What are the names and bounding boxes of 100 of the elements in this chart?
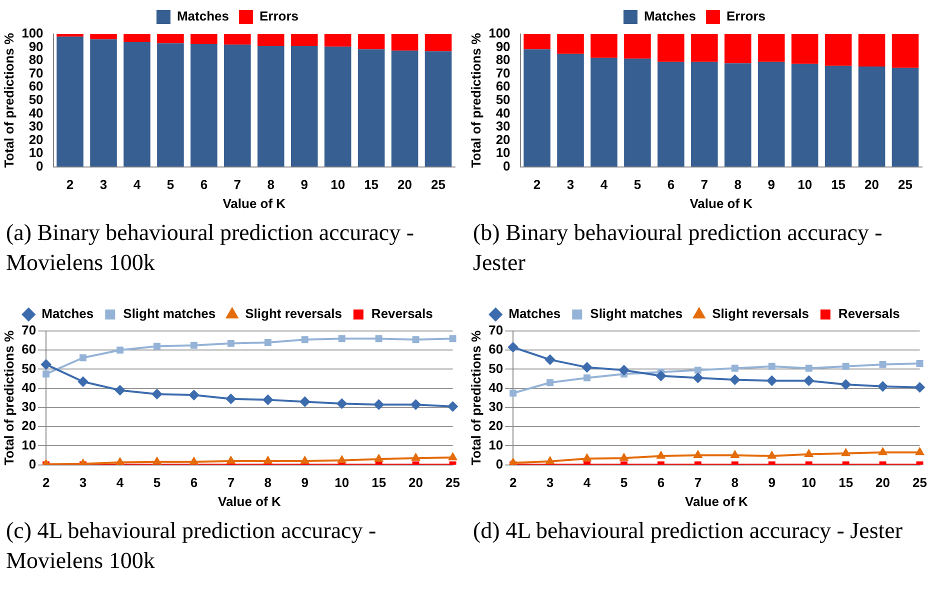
- y-tick-label: 30: [496, 118, 510, 134]
- y-tick-label: 30: [22, 399, 36, 414]
- x-tick-label: 9: [768, 475, 776, 490]
- y-axis-title: Total of predictions %: [1, 330, 16, 466]
- y-tick-label: 60: [488, 342, 504, 357]
- x-tick-label: 6: [667, 177, 675, 192]
- y-tick-label: 10: [22, 437, 36, 452]
- y-tick-label: 0: [36, 158, 44, 174]
- y-tick-label: 70: [22, 322, 36, 338]
- x-tick-label: 9: [301, 475, 308, 490]
- legend-label: Errors: [726, 8, 766, 24]
- x-tick-label: 10: [798, 177, 812, 192]
- x-tick-label: 5: [166, 177, 174, 192]
- y-tick-label: 70: [496, 65, 510, 80]
- y-tick-label: 90: [496, 38, 510, 54]
- y-tick-label: 10: [488, 437, 504, 452]
- y-tick-label: 80: [496, 52, 510, 68]
- text: (c) 4L behavioural prediction accuracy - Movielens 100k: [5, 517, 378, 575]
- x-tick-label: 25: [898, 177, 912, 192]
- legend-label: Matches: [42, 306, 94, 322]
- y-tick-label: 60: [22, 342, 36, 357]
- y-tick-label: 70: [488, 322, 504, 338]
- x-tick-label: 8: [264, 475, 272, 490]
- text: (d) 4L behavioural prediction accuracy - Jester: [472, 517, 904, 545]
- y-tick-label: 50: [496, 92, 510, 107]
- y-tick-label: 30: [28, 118, 44, 134]
- legend-label: Slight matches: [123, 306, 216, 322]
- x-tick-label: 4: [583, 475, 592, 490]
- x-tick-label: 5: [634, 177, 642, 192]
- x-tick-label: 15: [831, 177, 846, 192]
- y-tick-label: 0: [28, 456, 36, 472]
- x-tick-label: 3: [100, 177, 108, 192]
- x-tick-label: 25: [912, 475, 928, 490]
- x-tick-label: 10: [334, 475, 350, 490]
- x-tick-label: 7: [234, 177, 242, 192]
- x-tick-label: 3: [79, 475, 87, 490]
- x-axis-title: Value of K: [218, 494, 282, 509]
- y-tick-label: 10: [28, 145, 44, 160]
- y-tick-label: 50: [488, 360, 504, 376]
- x-tick-label: 3: [546, 475, 554, 490]
- legend-label: Slight matches: [590, 306, 683, 322]
- y-tick-label: 40: [22, 380, 36, 395]
- y-tick-label: 40: [488, 380, 504, 395]
- y-tick-label: 20: [28, 132, 44, 147]
- legend-label: Errors: [260, 8, 299, 24]
- legend-label: Matches: [176, 8, 230, 24]
- x-tick-label: 6: [657, 475, 665, 490]
- y-axis-title: Total of predictions %: [468, 330, 484, 466]
- y-tick-label: 0: [496, 456, 504, 472]
- x-tick-label: 15: [364, 177, 379, 192]
- y-tick-label: 50: [28, 92, 44, 107]
- x-tick-label: 25: [431, 177, 446, 192]
- x-tick-label: 4: [600, 177, 608, 192]
- x-tick-label: 10: [802, 475, 816, 490]
- x-tick-label: 8: [731, 475, 739, 490]
- y-tick-label: 0: [503, 158, 510, 174]
- x-tick-label: 8: [734, 177, 742, 192]
- y-tick-label: 40: [28, 105, 44, 120]
- x-tick-label: 15: [372, 475, 386, 490]
- x-tick-label: 9: [768, 177, 775, 192]
- text: (a) Binary behavioural prediction accuracy - Movielens 100k: [5, 219, 416, 277]
- x-tick-label: 7: [700, 177, 708, 192]
- x-tick-label: 2: [533, 177, 541, 192]
- y-tick-label: 100: [22, 26, 44, 41]
- legend-label: Matches: [508, 306, 561, 322]
- text: (b) Binary behavioural prediction accuracy - Jester: [472, 219, 884, 277]
- x-tick-label: 20: [408, 475, 424, 490]
- x-tick-label: 10: [330, 177, 346, 192]
- x-tick-label: 5: [620, 475, 628, 490]
- x-tick-label: 9: [300, 177, 308, 192]
- x-tick-label: 7: [227, 475, 235, 490]
- x-tick-label: 8: [267, 177, 274, 192]
- y-tick-label: 90: [28, 38, 44, 54]
- y-tick-label: 30: [488, 399, 504, 414]
- y-tick-label: 50: [22, 360, 36, 376]
- x-tick-label: 3: [566, 177, 574, 192]
- x-tick-label: 20: [398, 177, 412, 192]
- x-tick-label: 2: [509, 475, 517, 490]
- x-tick-label: 7: [694, 475, 702, 490]
- legend-label: Slight reversals: [245, 306, 342, 322]
- x-tick-label: 20: [876, 475, 890, 490]
- y-tick-label: 20: [488, 418, 504, 434]
- x-tick-label: 4: [133, 177, 142, 192]
- x-tick-label: 20: [864, 177, 880, 192]
- x-axis-title: Value of K: [684, 494, 748, 509]
- x-tick-label: 2: [66, 177, 74, 192]
- y-tick-label: 70: [28, 65, 44, 80]
- x-tick-label: 15: [838, 475, 854, 490]
- y-tick-label: 10: [496, 145, 510, 160]
- x-tick-label: 25: [446, 475, 460, 490]
- legend-label: Slight reversals: [712, 306, 809, 322]
- y-tick-label: 40: [496, 105, 510, 120]
- x-tick-label: 2: [42, 475, 50, 490]
- y-tick-label: 60: [28, 78, 44, 94]
- x-tick-label: 5: [153, 475, 161, 490]
- legend-label: Matches: [644, 8, 696, 24]
- x-tick-label: 4: [116, 475, 124, 490]
- x-axis-title: Value of K: [222, 196, 286, 211]
- y-tick-label: 80: [28, 52, 44, 68]
- y-axis-title: Total of predictions %: [468, 32, 484, 168]
